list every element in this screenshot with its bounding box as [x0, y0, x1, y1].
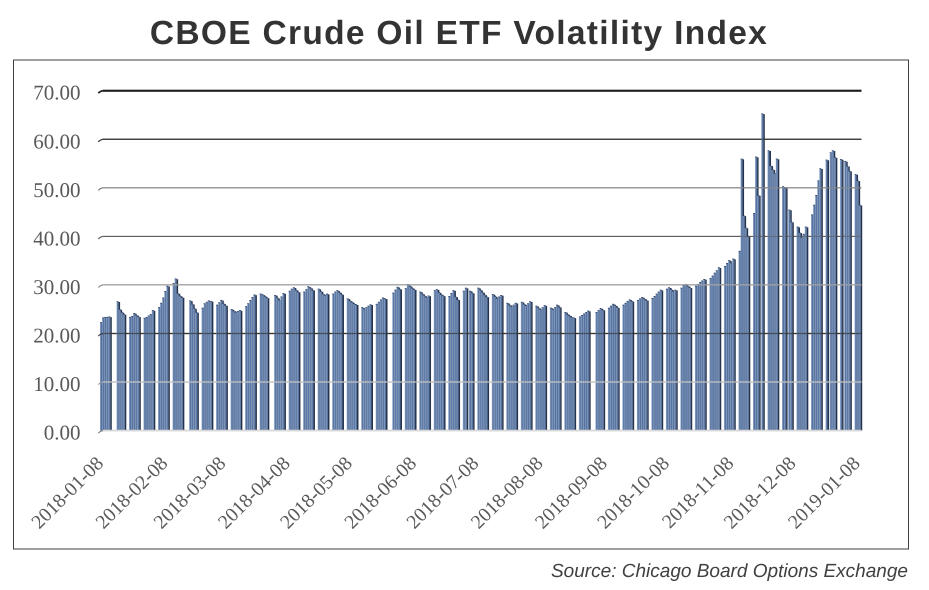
- svg-text:CBOE Crude Oil ETF Volatility: CBOE Crude Oil ETF Volatility Index: [150, 15, 768, 52]
- svg-text:20.00: 20.00: [33, 324, 80, 348]
- svg-text:0.00: 0.00: [44, 421, 81, 445]
- svg-text:60.00: 60.00: [33, 129, 80, 153]
- svg-text:10.00: 10.00: [33, 372, 80, 396]
- svg-text:Source: Chicago Board Options: Source: Chicago Board Options Exchange: [551, 561, 908, 582]
- svg-text:30.00: 30.00: [33, 275, 80, 299]
- svg-text:70.00: 70.00: [33, 81, 80, 105]
- svg-text:40.00: 40.00: [33, 226, 80, 250]
- svg-text:50.00: 50.00: [33, 178, 80, 202]
